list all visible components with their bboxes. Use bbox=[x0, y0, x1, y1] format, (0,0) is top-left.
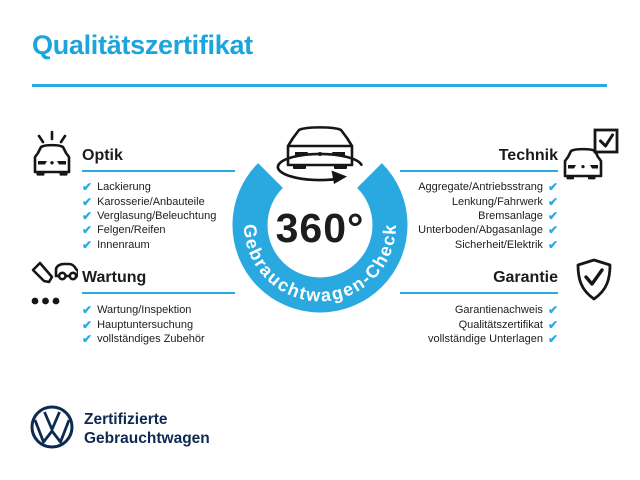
checklist-item: ✔ Karosserie/Anbauteile bbox=[82, 194, 205, 208]
check-icon: ✔ bbox=[82, 194, 93, 209]
section-rule-garantie bbox=[400, 292, 558, 294]
checklist-item: ✔ Innenraum bbox=[82, 238, 150, 252]
checklist-item: ✔ Wartung/Inspektion bbox=[82, 303, 191, 317]
sparkling-car-icon bbox=[33, 130, 71, 176]
service-checklist-icon bbox=[31, 261, 78, 305]
checklist-item: Sicherheit/Elektrik ✔ bbox=[455, 238, 558, 252]
brand-claim: Zertifizierte Gebrauchtwagen bbox=[84, 410, 210, 448]
rotation-arrowhead bbox=[331, 170, 347, 184]
check-icon: ✔ bbox=[547, 331, 558, 346]
checklist-item: Lenkung/Fahrwerk ✔ bbox=[452, 194, 558, 208]
section-rule-optik bbox=[82, 170, 235, 172]
checklist-item-label: Wartung/Inspektion bbox=[97, 304, 192, 317]
checklist-item-label: Qualitätszertifikat bbox=[458, 318, 543, 331]
check-icon: ✔ bbox=[82, 331, 93, 346]
check-icon: ✔ bbox=[547, 223, 558, 238]
section-title-wartung: Wartung bbox=[82, 269, 147, 286]
checklist-item-label: Innenraum bbox=[97, 238, 150, 251]
shield-check-icon bbox=[576, 258, 612, 301]
checklist-item: Qualitätszertifikat ✔ bbox=[459, 317, 558, 331]
degree-label: 360° bbox=[275, 205, 365, 251]
check-icon: ✔ bbox=[82, 317, 93, 332]
check-icon: ✔ bbox=[82, 223, 93, 238]
checklist-item: Unterboden/Abgasanlage ✔ bbox=[418, 223, 558, 237]
checklist-item-label: Lenkung/Fahrwerk bbox=[451, 195, 543, 208]
ring-arc bbox=[232, 163, 408, 313]
checklist-item-label: Unterboden/Abgasanlage bbox=[418, 224, 543, 237]
check-icon: ✔ bbox=[547, 208, 558, 223]
checklist-item-label: Hauptuntersuchung bbox=[97, 318, 194, 331]
check-icon: ✔ bbox=[547, 317, 558, 332]
checklist-item-label: Verglasung/Beleuchtung bbox=[97, 209, 217, 222]
check-icon: ✔ bbox=[82, 303, 93, 318]
check-icon: ✔ bbox=[547, 180, 558, 195]
checklist-item-label: Sicherheit/Elektrik bbox=[454, 238, 543, 251]
checklist-wartung: ✔ Wartung/Inspektion ✔ Hauptuntersuchung ✔… bbox=[82, 303, 205, 346]
section-rule-technik bbox=[400, 170, 558, 172]
header-divider bbox=[32, 84, 607, 87]
checklist-item: ✔ vollständiges Zubehör bbox=[82, 332, 205, 346]
checklist-item: vollständige Unterlagen ✔ bbox=[428, 332, 558, 346]
checklist-garantie: Garantienachweis ✔ Qualitätszertifikat ✔ v… bbox=[428, 303, 558, 346]
checklist-item: ✔ Hauptuntersuchung bbox=[82, 317, 193, 331]
checklist-item: Bremsanlage ✔ bbox=[478, 209, 558, 223]
checklist-item: ✔ Lackierung bbox=[82, 180, 151, 194]
checklist-item: ✔ Verglasung/Beleuchtung bbox=[82, 209, 216, 223]
checklist-item-label: vollständiges Zubehör bbox=[97, 332, 205, 345]
check-icon: ✔ bbox=[82, 208, 93, 223]
checklist-item: Garantienachweis ✔ bbox=[455, 303, 558, 317]
checklist-optik: ✔ Lackierung ✔ Karosserie/Anbauteile ✔ Verg… bbox=[82, 180, 216, 252]
check-icon: ✔ bbox=[547, 194, 558, 209]
check-icon: ✔ bbox=[82, 180, 93, 195]
checklist-technik: Aggregate/Antriebsstrang ✔ Lenkung/Fahrwe… bbox=[418, 180, 558, 252]
checklist-item-label: Lackierung bbox=[97, 181, 151, 194]
checklist-item-label: Garantienachweis bbox=[454, 304, 543, 317]
checklist-item-label: Bremsanlage bbox=[478, 209, 543, 222]
check-icon: ✔ bbox=[547, 303, 558, 318]
section-title-optik: Optik bbox=[82, 147, 123, 164]
360-check-ring: Gebrauchtwagen-Check bbox=[232, 126, 408, 313]
checklist-item-label: Aggregate/Antriebsstrang bbox=[418, 181, 543, 194]
checklist-item-label: Felgen/Reifen bbox=[97, 224, 166, 237]
section-rule-wartung bbox=[82, 292, 235, 294]
checklist-item: Aggregate/Antriebsstrang ✔ bbox=[418, 180, 558, 194]
vw-logo bbox=[30, 405, 74, 449]
checklist-item-label: vollständige Unterlagen bbox=[427, 332, 543, 345]
section-title-garantie: Garantie bbox=[493, 269, 558, 286]
section-title-technik: Technik bbox=[498, 147, 558, 164]
check-icon: ✔ bbox=[82, 237, 93, 252]
check-icon: ✔ bbox=[547, 237, 558, 252]
checklist-item: ✔ Felgen/Reifen bbox=[82, 223, 166, 237]
car-checkbox-icon bbox=[563, 128, 619, 180]
page-title: Qualitätszertifikat bbox=[32, 30, 253, 60]
checklist-item-label: Karosserie/Anbauteile bbox=[97, 195, 205, 208]
brand-claim-line2: Gebrauchtwagen bbox=[84, 430, 210, 447]
brand-claim-line1: Zertifizierte bbox=[84, 411, 168, 428]
